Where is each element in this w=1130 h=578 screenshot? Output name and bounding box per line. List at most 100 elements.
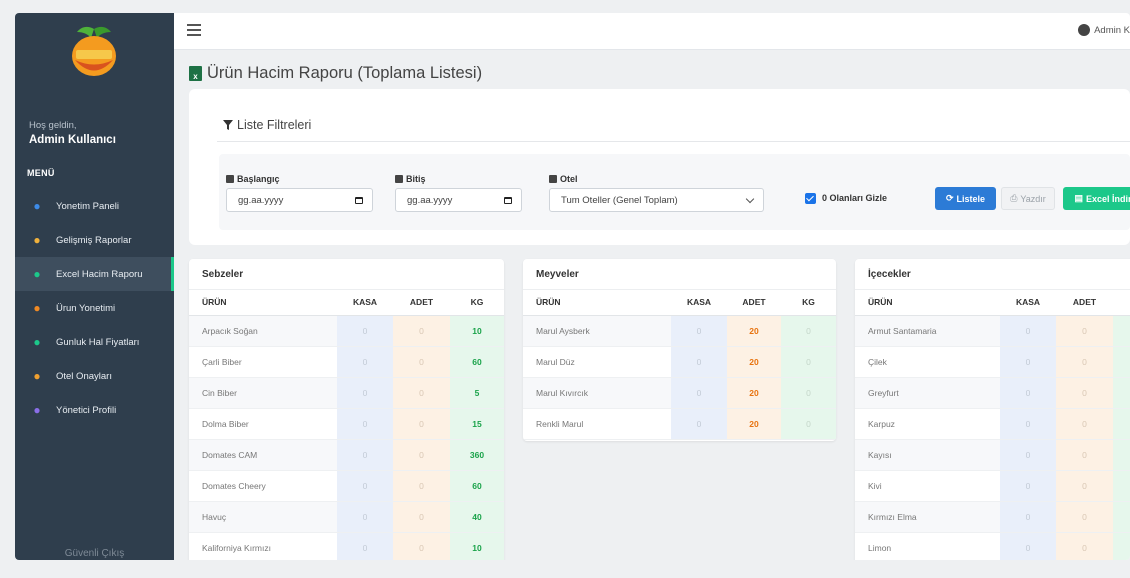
product-name-cell: Greyfurt <box>855 377 1000 409</box>
product-name-cell: Cin Biber <box>189 377 337 409</box>
column-header[interactable]: KASA <box>337 290 393 316</box>
adet-cell: 0 <box>1056 439 1113 471</box>
column-header[interactable]: KASA <box>1000 290 1056 316</box>
kg-cell: 0 <box>781 408 836 440</box>
kasa-cell: 0 <box>1000 315 1056 347</box>
kg-cell: 15 <box>450 408 504 440</box>
adet-cell: 0 <box>1056 315 1113 347</box>
adet-cell: 0 <box>1056 501 1113 533</box>
user-name: Admin K <box>1094 24 1130 36</box>
menu-header: MENÜ <box>27 168 55 178</box>
building-icon <box>549 175 557 183</box>
sidebar-item-3[interactable]: ● Ürun Yonetimi <box>15 291 174 325</box>
start-date-value: gg.aa.yyyy <box>238 194 284 206</box>
adet-cell: 0 <box>393 315 450 347</box>
end-date-value: gg.aa.yyyy <box>407 194 453 206</box>
carrot-icon: ● <box>33 301 41 315</box>
pie-chart-icon: ● <box>33 233 41 247</box>
kasa-cell: 0 <box>1000 501 1056 533</box>
kasa-cell: 0 <box>1000 532 1056 560</box>
adet-cell: 0 <box>393 439 450 471</box>
kasa-cell: 0 <box>337 315 393 347</box>
sidebar-item-5[interactable]: ● Otel Onayları <box>15 359 174 393</box>
logout-link[interactable]: Güvenli Çıkış <box>64 548 125 559</box>
print-button[interactable]: ⎙ Yazdır <box>1001 187 1055 210</box>
product-name-cell: Arpacık Soğan <box>189 315 337 347</box>
kasa-cell: 0 <box>337 439 393 471</box>
table-row: Kırmızı Elma 0 0 <box>855 501 1130 533</box>
column-header[interactable]: KG <box>450 290 504 316</box>
sidebar-item-2[interactable]: ● Excel Hacim Raporu <box>15 257 174 291</box>
kasa-cell: 0 <box>337 470 393 502</box>
product-name-cell: Çarli Biber <box>189 346 337 378</box>
product-name-cell: Kaliforniya Kırmızı <box>189 532 337 560</box>
table-row: Domates Cheery 0 0 60 <box>189 470 504 502</box>
hide-zero-checkbox[interactable] <box>805 193 816 204</box>
kasa-cell: 0 <box>337 377 393 409</box>
user-gear-icon: ● <box>33 403 41 417</box>
adet-cell: 0 <box>1056 470 1113 502</box>
table-row: Domates CAM 0 0 360 <box>189 439 504 471</box>
end-date-input[interactable]: gg.aa.yyyy <box>395 188 522 212</box>
product-name-cell: Çilek <box>855 346 1000 378</box>
kasa-cell: 0 <box>671 346 727 378</box>
hotel-select[interactable]: Tum Oteller (Genel Toplam) <box>549 188 764 212</box>
column-header[interactable]: ÜRÜN <box>855 290 1000 316</box>
hamburger-menu-icon[interactable] <box>187 24 201 36</box>
chart-line-icon: ● <box>33 199 41 213</box>
user-menu[interactable]: Admin K <box>1078 24 1130 36</box>
page-title-text: Ürün Hacim Raporu (Toplama Listesi) <box>207 64 483 82</box>
meyveler-card: Meyveler ÜRÜN KASA ADET KG Marul Aysberk 0 20… <box>523 259 836 441</box>
brand-logo[interactable] <box>63 23 125 85</box>
hide-zero-label: 0 Olanları Gizle <box>822 193 888 203</box>
excel-download-button[interactable]: ▤ Excel İndir <box>1063 187 1130 210</box>
kg-cell: 40 <box>450 501 504 533</box>
topbar: Admin K <box>174 13 1130 50</box>
product-name-cell: Kırmızı Elma <box>855 501 1000 533</box>
kg-cell <box>1113 501 1130 533</box>
sidebar-item-label: Excel Hacim Raporu <box>56 268 143 280</box>
sidebar-item-0[interactable]: ● Yonetim Paneli <box>15 189 174 223</box>
kasa-cell: 0 <box>1000 408 1056 440</box>
column-header[interactable]: ÜRÜN <box>189 290 337 316</box>
table-row: Cin Biber 0 0 5 <box>189 377 504 409</box>
card-title: Meyveler <box>523 259 836 290</box>
column-header[interactable]: ADET <box>1056 290 1113 316</box>
table-row: Çilek 0 0 <box>855 346 1130 378</box>
sidebar-item-6[interactable]: ● Yönetici Profili <box>15 393 174 427</box>
user-circle-icon <box>1078 24 1091 36</box>
page-title: x Ürün Hacim Raporu (Toplama Listesi) <box>189 64 482 83</box>
column-header[interactable]: ADET <box>393 290 450 316</box>
sidebar: Hoş geldin, Admin Kullanıcı MENÜ ● Yoneti… <box>15 13 174 560</box>
hotel-label: Otel <box>549 174 578 184</box>
start-date-input[interactable]: gg.aa.yyyy <box>226 188 373 212</box>
column-header[interactable]: ADET <box>727 290 781 316</box>
kg-cell <box>1113 532 1130 560</box>
adet-cell: 0 <box>393 408 450 440</box>
adet-cell: 0 <box>393 532 450 560</box>
icecekler-card: İçecekler ÜRÜN KASA ADET Armut Santamaria 0… <box>855 259 1130 560</box>
sidebar-item-label: Yönetici Profili <box>56 404 117 416</box>
column-header[interactable]: KG <box>781 290 836 316</box>
scale-icon: ● <box>33 335 41 349</box>
start-date-label: Başlangıç <box>226 174 280 184</box>
user-check-icon: ● <box>33 369 41 383</box>
product-name-cell: Marul Düz <box>523 346 671 378</box>
sidebar-item-1[interactable]: ● Gelişmiş Raporlar <box>15 223 174 257</box>
sidebar-item-4[interactable]: ● Gunluk Hal Fiyatları <box>15 325 174 359</box>
list-button[interactable]: ⟳ Listele <box>935 187 996 210</box>
chevron-down-icon <box>745 194 755 204</box>
product-name-cell: Havuç <box>189 501 337 533</box>
calendar-picker-icon[interactable] <box>355 197 363 204</box>
kg-cell <box>1113 315 1130 347</box>
column-header[interactable]: ÜRÜN <box>523 290 671 316</box>
adet-cell: 0 <box>1056 532 1113 560</box>
filter-title-text: Liste Filtreleri <box>237 118 312 132</box>
column-header[interactable]: KASA <box>671 290 727 316</box>
sidebar-item-label: Yonetim Paneli <box>56 200 120 212</box>
table-row: Marul Kıvırcık 0 20 0 <box>523 377 836 409</box>
calendar-picker-icon[interactable] <box>504 197 512 204</box>
hotel-select-value: Tum Oteller (Genel Toplam) <box>561 194 678 206</box>
sidebar-nav: ● Yonetim Paneli ● Gelişmiş Raporlar ● Excel … <box>15 189 174 427</box>
table-row: Greyfurt 0 0 <box>855 377 1130 409</box>
